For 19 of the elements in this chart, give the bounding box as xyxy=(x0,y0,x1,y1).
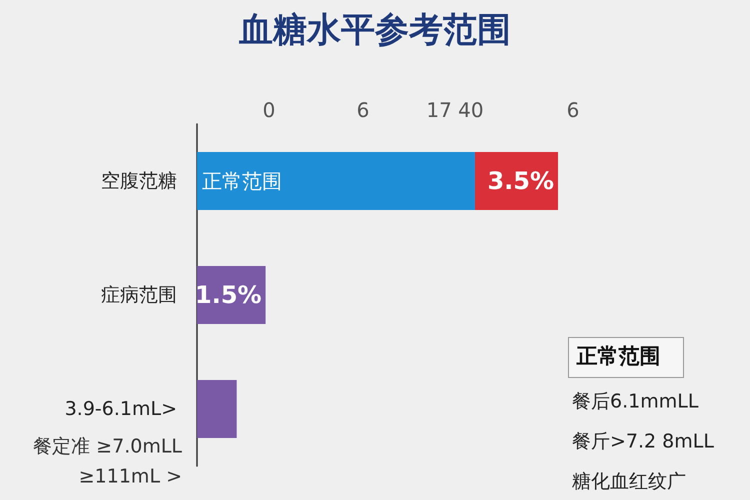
y-tick-label: 症病范围 xyxy=(101,284,177,306)
text: 餐定准 ≥7.0mLL xyxy=(33,436,182,458)
chart-title: 血糖水平参考范围 xyxy=(238,10,511,50)
bar xyxy=(197,380,237,438)
annotation: 3.5% xyxy=(487,167,554,195)
text: 餐斤>7.2 8mLL xyxy=(572,430,714,452)
annotation: 1.5% xyxy=(195,281,262,309)
text: 6 xyxy=(566,98,580,122)
text: 餐后6.1mmLL xyxy=(572,390,699,412)
y-tick-label: 3.9-6.1mL> xyxy=(64,398,177,420)
text: 0 xyxy=(262,98,276,122)
text: 糖化血红纹广 xyxy=(572,470,686,492)
text: ≥111mL > xyxy=(78,466,182,488)
series-label: 正常范围 xyxy=(202,169,282,193)
text: 6 xyxy=(356,98,370,122)
text: 17 40 xyxy=(426,98,484,122)
text: 正常范围 xyxy=(576,344,660,368)
y-tick-label: 空腹范糖 xyxy=(101,170,177,192)
bar xyxy=(197,152,475,210)
